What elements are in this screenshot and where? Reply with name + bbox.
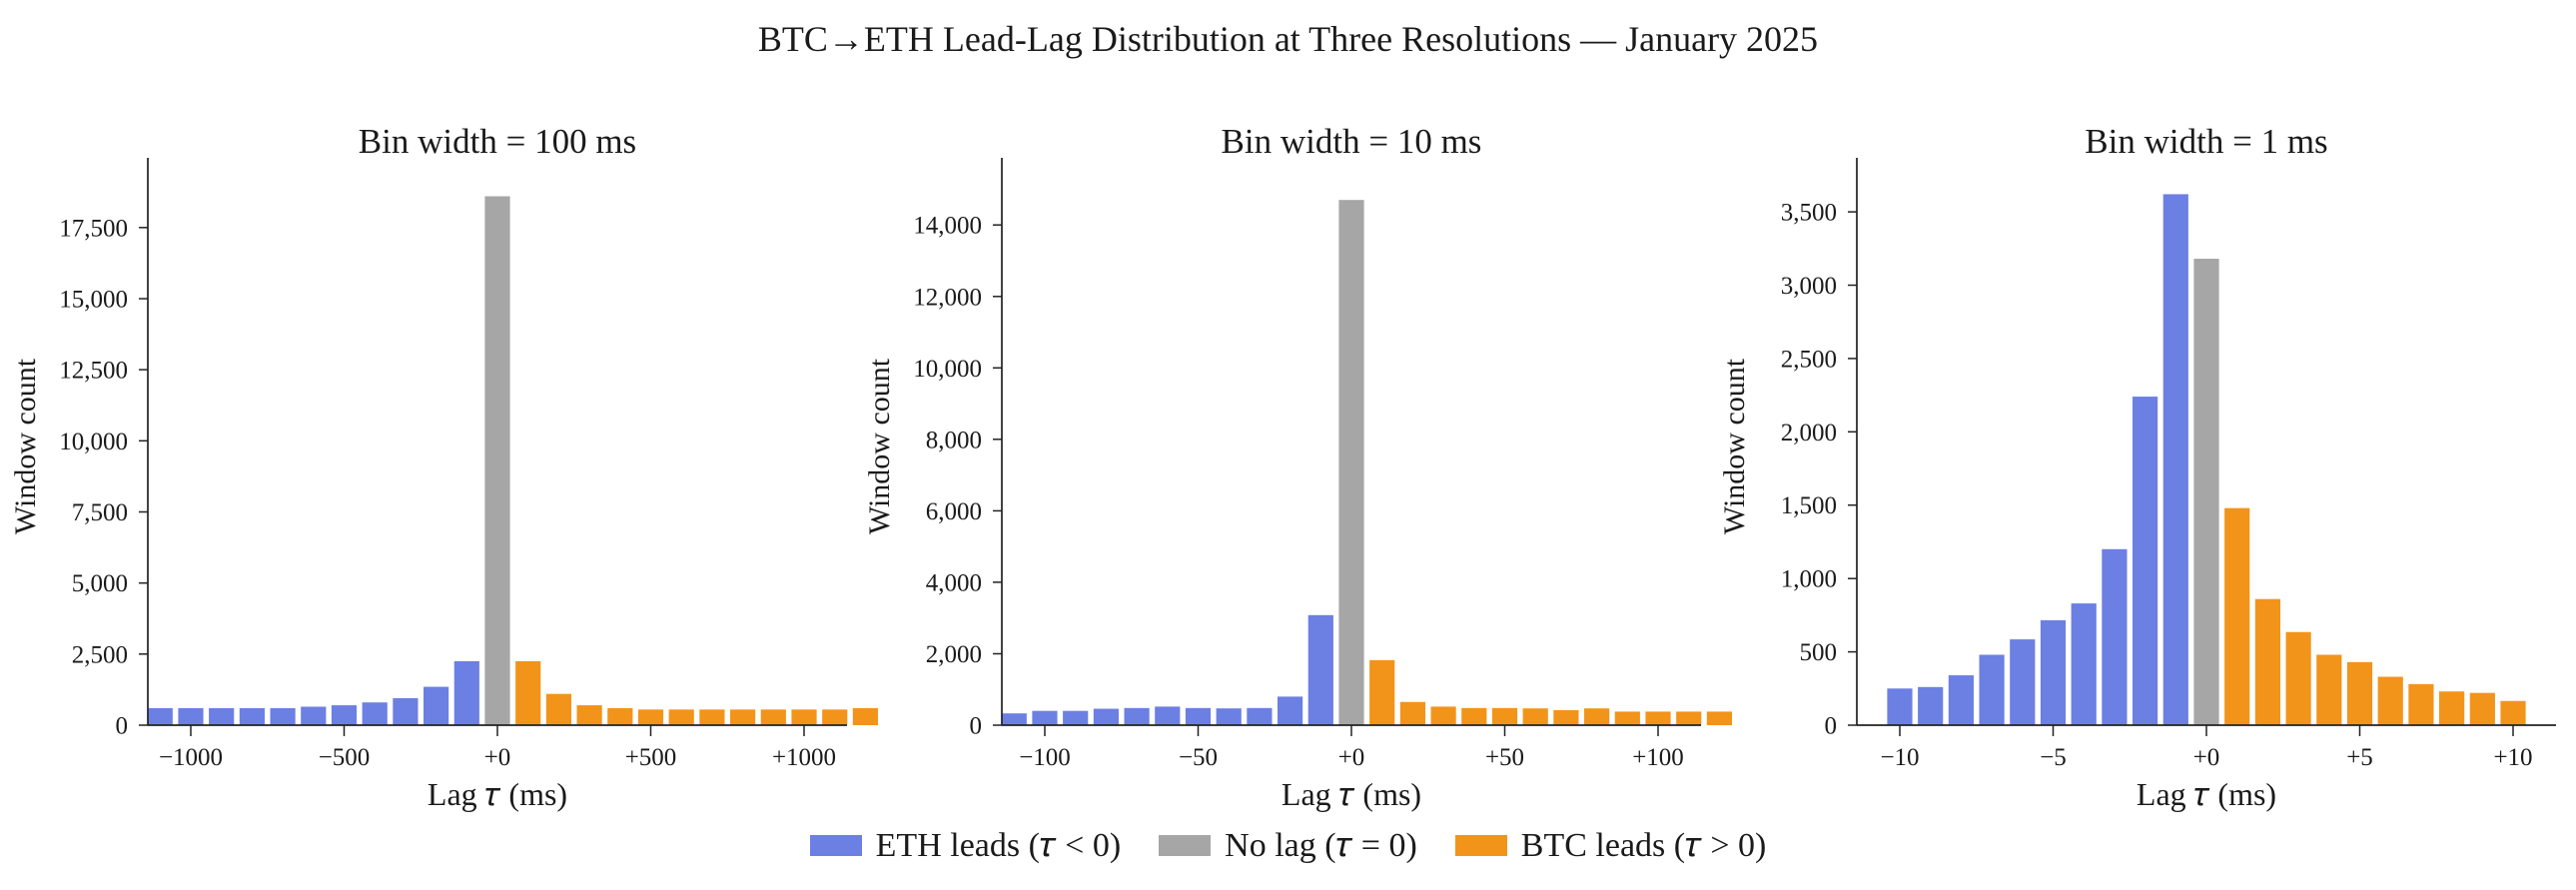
svg-text:+100: +100: [1632, 744, 1684, 771]
svg-text:3,500: 3,500: [1781, 200, 1837, 227]
svg-text:−500: −500: [319, 744, 371, 771]
svg-text:+0: +0: [1338, 744, 1365, 771]
svg-text:8,000: 8,000: [926, 427, 982, 453]
svg-text:Window count: Window count: [1718, 358, 1751, 534]
svg-text:12,000: 12,000: [913, 284, 982, 311]
svg-text:Window count: Window count: [863, 358, 896, 534]
svg-text:4,000: 4,000: [926, 569, 982, 596]
svg-text:+0: +0: [2193, 744, 2220, 771]
svg-text:1,000: 1,000: [1781, 566, 1837, 593]
svg-text:+10: +10: [2493, 744, 2532, 771]
svg-text:0: 0: [1825, 713, 1838, 740]
svg-text:0: 0: [970, 713, 983, 740]
svg-text:Lag 𝜏 (ms): Lag 𝜏 (ms): [428, 776, 567, 812]
svg-text:7,500: 7,500: [72, 499, 128, 526]
svg-text:Bin width = 1 ms: Bin width = 1 ms: [2085, 122, 2327, 161]
svg-text:Lag 𝜏 (ms): Lag 𝜏 (ms): [1282, 776, 1421, 812]
svg-text:1,500: 1,500: [1781, 492, 1837, 519]
svg-text:Lag 𝜏 (ms): Lag 𝜏 (ms): [2137, 776, 2276, 812]
svg-text:2,500: 2,500: [1781, 346, 1837, 373]
svg-text:+1000: +1000: [772, 744, 836, 771]
svg-text:500: 500: [1800, 639, 1838, 666]
svg-text:−100: −100: [1019, 744, 1071, 771]
svg-text:14,000: 14,000: [913, 213, 982, 240]
svg-text:+0: +0: [484, 744, 511, 771]
svg-text:3,000: 3,000: [1781, 273, 1837, 300]
svg-text:15,000: 15,000: [59, 287, 128, 314]
svg-text:Window count: Window count: [9, 358, 42, 534]
svg-text:5,000: 5,000: [72, 570, 128, 597]
svg-text:+500: +500: [625, 744, 677, 771]
svg-text:12,500: 12,500: [59, 358, 128, 385]
svg-text:2,500: 2,500: [72, 641, 128, 668]
svg-text:+5: +5: [2346, 744, 2373, 771]
svg-text:+50: +50: [1485, 744, 1524, 771]
svg-text:2,000: 2,000: [1781, 420, 1837, 446]
svg-text:2,000: 2,000: [926, 641, 982, 668]
svg-text:Bin width = 10 ms: Bin width = 10 ms: [1222, 122, 1482, 161]
svg-text:Bin width = 100 ms: Bin width = 100 ms: [359, 122, 636, 161]
svg-text:0: 0: [116, 713, 129, 740]
svg-text:−50: −50: [1179, 744, 1218, 771]
svg-text:17,500: 17,500: [59, 215, 128, 242]
svg-text:−10: −10: [1880, 744, 1919, 771]
svg-text:10,000: 10,000: [59, 429, 128, 455]
svg-text:6,000: 6,000: [926, 498, 982, 525]
svg-text:−1000: −1000: [159, 744, 223, 771]
svg-text:10,000: 10,000: [913, 356, 982, 383]
svg-text:−5: −5: [2040, 744, 2067, 771]
